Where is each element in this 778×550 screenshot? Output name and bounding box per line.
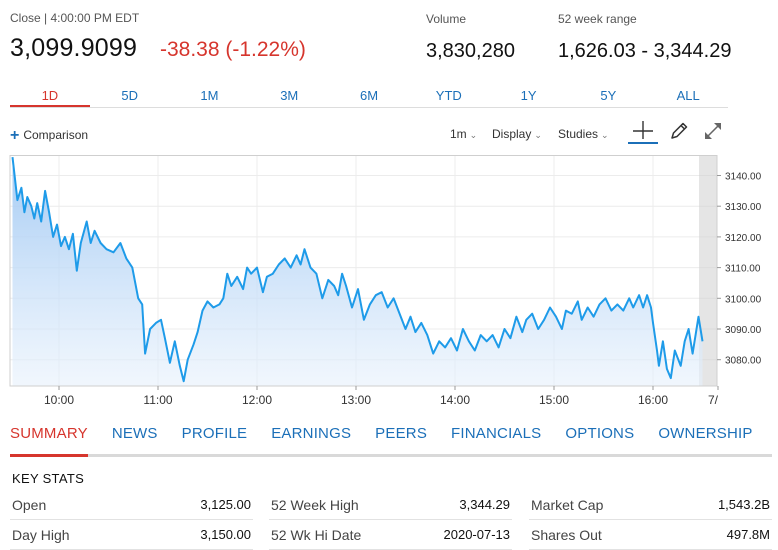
- last-price: 3,099.9099: [10, 34, 138, 62]
- y-tick-label: 3080.00: [725, 356, 762, 367]
- key-stats-title: KEY STATS: [12, 471, 85, 486]
- range-tab-1y[interactable]: 1Y: [520, 88, 537, 103]
- x-tick-label: 11:00: [143, 393, 172, 407]
- y-tick-label: 3120.00: [725, 233, 762, 244]
- tab-profile[interactable]: PROFILE: [181, 425, 248, 442]
- stat-label: Open: [12, 497, 47, 513]
- tab-summary[interactable]: SUMMARY: [10, 423, 88, 457]
- stat-row: Open 3,125.00: [10, 490, 253, 520]
- quote-header: Close | 4:00:00 PM EDT 3,099.9099 -38.38…: [0, 0, 778, 80]
- tab-financials[interactable]: FINANCIALS: [451, 425, 542, 442]
- time-range-selector: 1D 5D 1M 3M 6M YTD 1Y 5Y ALL: [10, 86, 728, 108]
- range-tab-5y[interactable]: 5Y: [600, 88, 617, 103]
- stat-label: Shares Out: [531, 527, 602, 543]
- stat-value: 1,543.2B: [717, 497, 770, 512]
- plot-frame: [9, 155, 718, 387]
- stat-row: 52 Wk Hi Date 2020-07-13: [269, 520, 512, 550]
- price-line: [11, 156, 704, 383]
- after-hours-band: [699, 155, 717, 386]
- price-change: -38.38 (-1.22%): [160, 38, 306, 61]
- stat-row: Day High 3,150.00: [10, 520, 253, 550]
- tab-options[interactable]: OPTIONS: [565, 425, 635, 442]
- chevron-down-icon: ⌄: [601, 130, 609, 140]
- range-tab-6m[interactable]: 6M: [359, 88, 379, 103]
- comparison-button[interactable]: + Comparison: [10, 126, 88, 144]
- y-tick-label: 3090.00: [725, 325, 762, 336]
- interval-dropdown[interactable]: 1m ⌄: [450, 127, 477, 141]
- stat-row: 52 Week High 3,344.29: [269, 490, 512, 520]
- x-tick-label: 13:00: [341, 393, 371, 407]
- stat-row: Market Cap 1,543.2B: [529, 490, 772, 520]
- y-tick-label: 3130.00: [725, 202, 762, 213]
- chart-toolbar: + Comparison 1m ⌄ Display ⌄ Studies ⌄: [10, 116, 728, 152]
- quote-tabs: SUMMARY NEWS PROFILE EARNINGS PEERS FINA…: [10, 423, 772, 457]
- stat-label: 52 Week High: [271, 497, 359, 513]
- volume-value: 3,830,280: [426, 40, 515, 62]
- chevron-down-icon: ⌄: [534, 130, 542, 140]
- pencil-icon[interactable]: [666, 118, 694, 144]
- y-tick-label: 3140.00: [725, 172, 762, 183]
- display-label: Display: [492, 127, 532, 141]
- stat-value: 497.8M: [726, 527, 770, 542]
- key-stats-column: Open 3,125.00 Day High 3,150.00: [10, 490, 253, 550]
- key-stats-column: 52 Week High 3,344.29 52 Wk Hi Date 2020…: [269, 490, 512, 550]
- y-tick-label: 3100.00: [725, 294, 762, 305]
- range-tab-all[interactable]: ALL: [676, 88, 700, 103]
- tab-peers[interactable]: PEERS: [375, 425, 428, 442]
- week-range-value: 1,626.03 - 3,344.29: [558, 40, 732, 62]
- tab-earnings[interactable]: EARNINGS: [271, 425, 352, 442]
- stat-label: Market Cap: [531, 497, 604, 513]
- studies-dropdown[interactable]: Studies ⌄: [558, 127, 609, 141]
- stat-value: 3,344.29: [459, 497, 510, 512]
- week-range-label: 52 week range: [558, 12, 637, 26]
- tab-news[interactable]: NEWS: [111, 425, 158, 442]
- chart-svg: 3140.00 3130.00 3120.00 3110.00 3100.00 3090.…: [9, 155, 762, 407]
- plus-icon: +: [10, 127, 20, 144]
- display-dropdown[interactable]: Display ⌄: [492, 127, 542, 141]
- x-tick-label: 10:00: [44, 393, 74, 407]
- x-tick-label: 15:00: [539, 393, 569, 407]
- comparison-label: Comparison: [23, 128, 89, 142]
- stat-label: Day High: [12, 527, 70, 543]
- price-area: [12, 157, 703, 386]
- x-tick-label: 16:00: [638, 393, 668, 407]
- intraday-price-chart[interactable]: 3140.00 3130.00 3120.00 3110.00 3100.00 3090.…: [0, 155, 778, 413]
- y-tick-label: 3110.00: [725, 264, 761, 275]
- stat-row: Shares Out 497.8M: [529, 520, 772, 550]
- stat-value: 2020-07-13: [443, 527, 511, 542]
- range-tab-5d[interactable]: 5D: [121, 88, 138, 103]
- x-tick-label: 14:00: [440, 393, 470, 407]
- interval-label: 1m: [450, 127, 467, 141]
- close-time-label: Close | 4:00:00 PM EDT: [10, 11, 140, 25]
- x-tick-label: 12:00: [242, 393, 272, 407]
- range-tab-3m[interactable]: 3M: [280, 88, 299, 103]
- stat-value: 3,150.00: [200, 527, 251, 542]
- studies-label: Studies: [558, 127, 599, 141]
- crosshair-icon[interactable]: [628, 118, 658, 144]
- tab-ownership[interactable]: OWNERSHIP: [658, 425, 753, 442]
- volume-label: Volume: [426, 12, 467, 26]
- expand-icon[interactable]: [700, 118, 728, 144]
- key-stats-column: Market Cap 1,543.2B Shares Out 497.8M: [529, 490, 772, 550]
- range-tab-ytd[interactable]: YTD: [435, 88, 462, 103]
- stat-value: 3,125.00: [200, 497, 251, 512]
- x-tick-label: 7/: [708, 393, 719, 407]
- chevron-down-icon: ⌄: [469, 130, 478, 140]
- stat-label: 52 Wk Hi Date: [271, 527, 362, 543]
- range-tab-1d[interactable]: 1D: [10, 86, 90, 107]
- range-tab-1m[interactable]: 1M: [200, 88, 219, 103]
